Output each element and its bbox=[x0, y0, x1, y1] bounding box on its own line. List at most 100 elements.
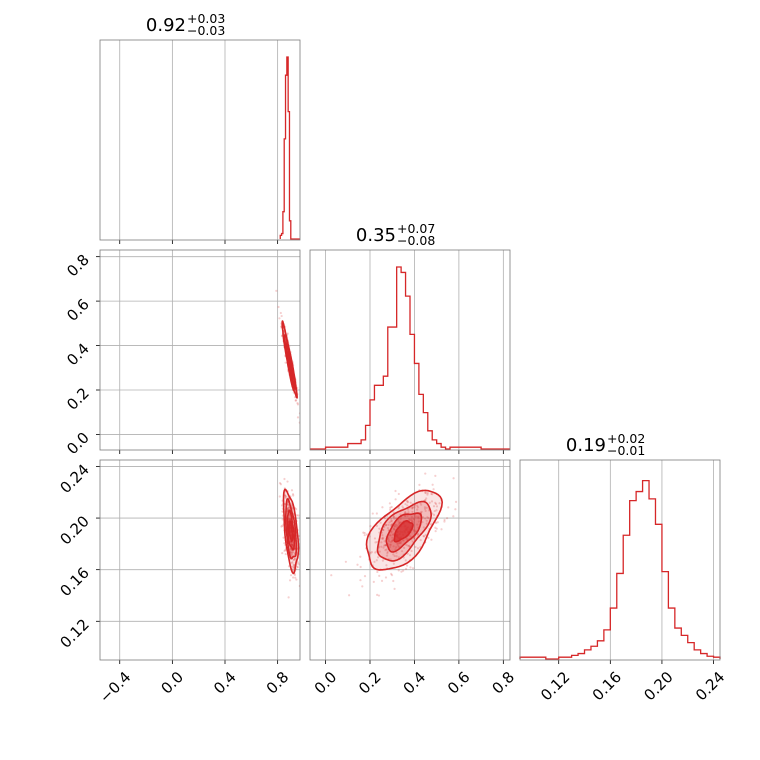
sample-point-21 bbox=[397, 507, 400, 510]
y-tick-label-1-3: 0.6 bbox=[63, 295, 93, 325]
sample-point-20 bbox=[291, 551, 294, 554]
sample-point-21 bbox=[393, 554, 396, 558]
sample-point-21 bbox=[384, 549, 387, 552]
sample-point-21 bbox=[385, 548, 388, 551]
histogram-1 bbox=[310, 266, 510, 450]
sample-point-21 bbox=[395, 523, 398, 527]
sample-point-21 bbox=[438, 502, 441, 505]
sample-point-20 bbox=[284, 495, 287, 498]
sample-point-20 bbox=[291, 560, 294, 564]
sample-point-21 bbox=[454, 500, 458, 503]
sample-point-20 bbox=[286, 480, 289, 483]
sample-point-20 bbox=[295, 508, 298, 511]
sample-point-21 bbox=[421, 521, 424, 524]
sample-point-21 bbox=[435, 505, 439, 508]
sample-point-21 bbox=[371, 512, 374, 515]
marks-layer bbox=[275, 56, 721, 660]
sample-point-21 bbox=[396, 542, 399, 545]
sample-point-21 bbox=[387, 540, 391, 543]
sample-point-21 bbox=[426, 516, 429, 519]
sample-point-21 bbox=[369, 552, 372, 555]
sample-point-21 bbox=[411, 510, 414, 514]
sample-point-21 bbox=[392, 533, 395, 536]
sample-point-21 bbox=[389, 540, 392, 544]
sample-point-20 bbox=[291, 507, 294, 510]
sample-point-21 bbox=[411, 540, 414, 543]
sample-point-21 bbox=[434, 502, 438, 506]
param-title-upper-error-2: +0.02 bbox=[607, 431, 645, 446]
sample-point-10 bbox=[279, 311, 282, 315]
sample-point-20 bbox=[287, 596, 290, 599]
sample-point-20 bbox=[291, 554, 294, 557]
sample-point-20 bbox=[283, 477, 286, 481]
sample-point-21 bbox=[374, 551, 377, 554]
sample-point-21 bbox=[398, 541, 402, 545]
sample-point-20 bbox=[279, 483, 282, 486]
sample-point-20 bbox=[289, 541, 292, 544]
sample-point-21 bbox=[430, 500, 434, 503]
sample-point-21 bbox=[362, 531, 365, 534]
sample-point-21 bbox=[385, 564, 388, 567]
sample-point-21 bbox=[384, 543, 387, 547]
sample-point-21 bbox=[376, 540, 379, 544]
sample-point-21 bbox=[393, 587, 396, 590]
sample-point-20 bbox=[292, 563, 295, 566]
sample-point-21 bbox=[402, 506, 405, 510]
sample-point-21 bbox=[454, 508, 457, 511]
sample-point-21 bbox=[435, 527, 438, 530]
sample-point-20 bbox=[284, 496, 287, 499]
sample-point-21 bbox=[390, 517, 393, 520]
sample-point-20 bbox=[290, 562, 293, 565]
sample-point-21 bbox=[407, 511, 410, 514]
sample-point-21 bbox=[348, 594, 351, 597]
sample-point-20 bbox=[291, 544, 294, 547]
sample-point-10 bbox=[294, 399, 297, 402]
sample-point-21 bbox=[430, 523, 433, 526]
sample-point-20 bbox=[281, 510, 284, 513]
sample-point-21 bbox=[443, 520, 446, 523]
sample-point-21 bbox=[432, 505, 436, 508]
sample-point-20 bbox=[290, 543, 293, 546]
sample-point-21 bbox=[402, 569, 405, 572]
sample-point-21 bbox=[408, 554, 412, 557]
sample-point-20 bbox=[289, 518, 292, 521]
sample-point-20 bbox=[294, 576, 297, 579]
sample-point-21 bbox=[385, 554, 389, 557]
sample-point-21 bbox=[393, 525, 396, 528]
sample-point-21 bbox=[416, 504, 419, 507]
sample-point-21 bbox=[452, 477, 455, 480]
x-tick-label-2-0: 0.12 bbox=[537, 668, 573, 704]
sample-point-21 bbox=[397, 492, 400, 496]
sample-point-20 bbox=[280, 504, 284, 507]
sample-point-20 bbox=[297, 514, 300, 517]
sample-point-20 bbox=[291, 506, 294, 510]
y-tick-label-2-1: 0.16 bbox=[56, 564, 92, 600]
sample-point-21 bbox=[411, 567, 415, 570]
density-contour-20-3 bbox=[288, 520, 294, 543]
sample-point-20 bbox=[278, 482, 282, 485]
sample-point-21 bbox=[431, 483, 434, 486]
sample-point-21 bbox=[432, 488, 435, 491]
sample-point-20 bbox=[283, 549, 286, 553]
sample-point-20 bbox=[287, 518, 291, 521]
sample-point-21 bbox=[424, 472, 427, 475]
sample-point-21 bbox=[389, 506, 392, 509]
sample-point-20 bbox=[291, 493, 295, 496]
x-tick-label-2-3: 0.24 bbox=[692, 668, 728, 704]
sample-point-21 bbox=[434, 526, 437, 529]
sample-point-21 bbox=[397, 545, 401, 548]
sample-point-21 bbox=[424, 517, 427, 520]
sample-point-20 bbox=[290, 543, 293, 546]
sample-point-10 bbox=[286, 332, 289, 335]
sample-point-21 bbox=[409, 501, 412, 504]
sample-point-21 bbox=[440, 528, 443, 531]
sample-point-21 bbox=[432, 513, 436, 516]
sample-point-21 bbox=[421, 516, 425, 519]
sample-point-20 bbox=[292, 565, 295, 568]
sample-point-21 bbox=[363, 534, 366, 537]
y-tick-label-2-2: 0.20 bbox=[56, 512, 92, 548]
param-title-median-2: 0.19 bbox=[566, 435, 606, 456]
sample-point-20 bbox=[291, 543, 294, 547]
sample-point-21 bbox=[389, 534, 392, 537]
